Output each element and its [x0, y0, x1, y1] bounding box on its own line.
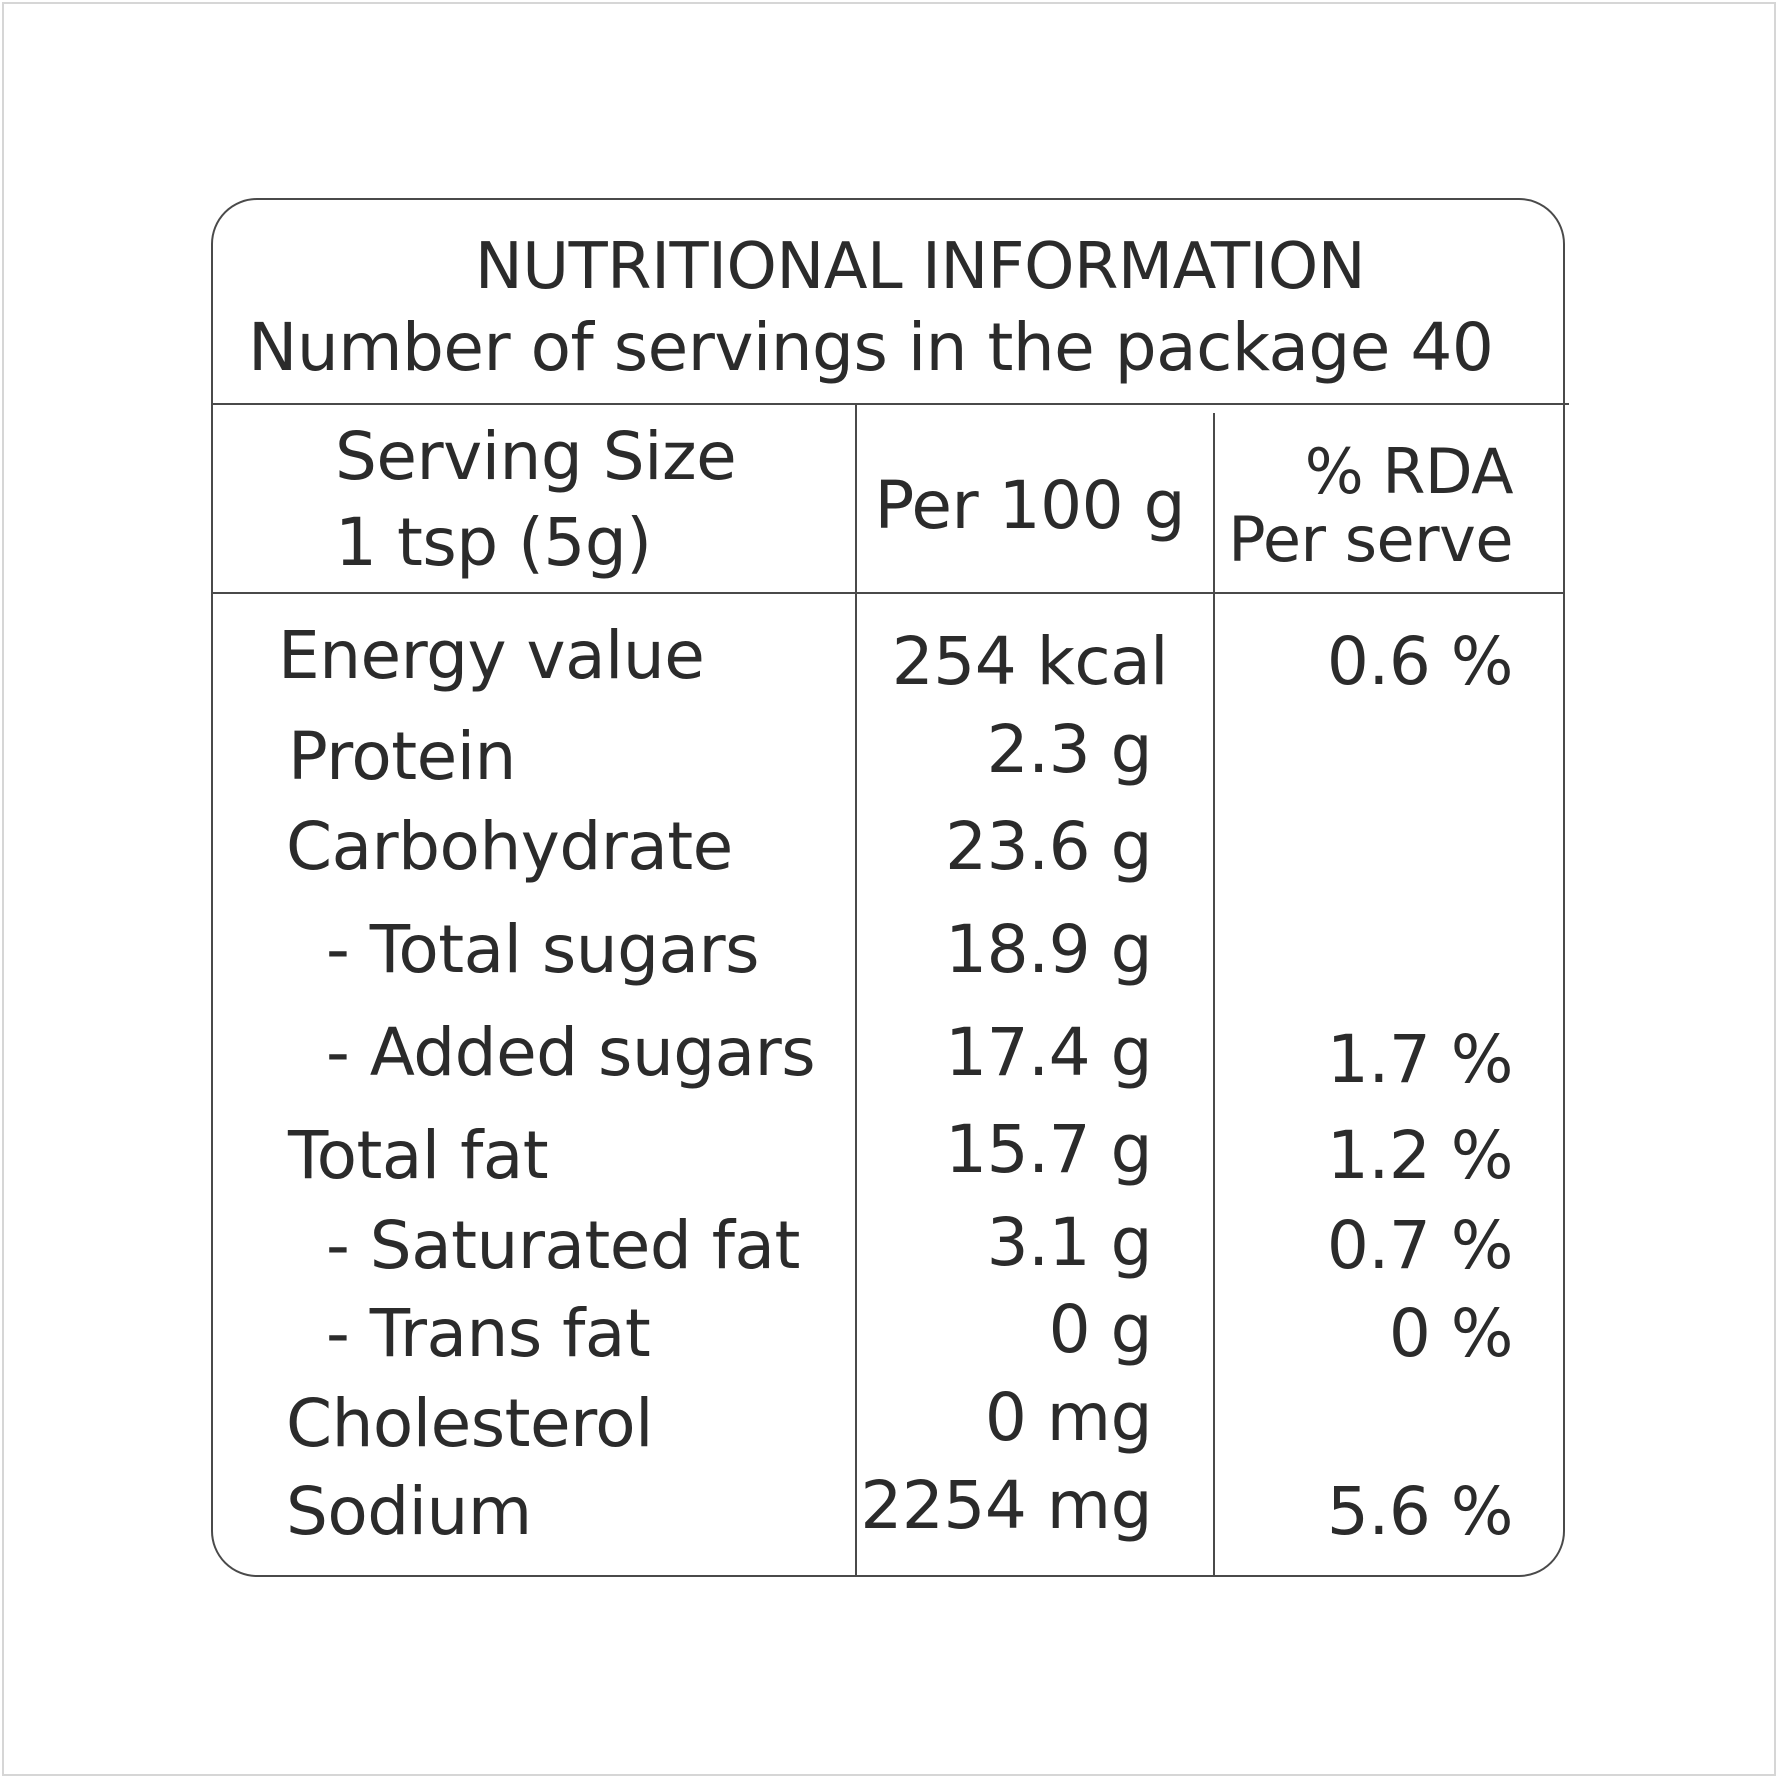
nutrient-per100: 254 kcal: [891, 623, 1169, 700]
nutrient-rda: 1.2 %: [1326, 1117, 1514, 1194]
nutrient-per100: 23.6 g: [945, 808, 1152, 885]
nutrient-name: Protein: [288, 718, 516, 795]
serving-size-label: Serving Size: [335, 418, 737, 495]
nutrient-name: Energy value: [278, 617, 705, 694]
nutrient-per100: 0 g: [1048, 1291, 1153, 1368]
nutrient-per100: 18.9 g: [945, 911, 1152, 988]
nutrient-per100: 2.3 g: [986, 711, 1153, 788]
nutrient-name: - Saturated fat: [326, 1207, 800, 1284]
nutrient-per100: 17.4 g: [945, 1014, 1152, 1091]
title-divider: [213, 403, 1569, 405]
serving-size-value: 1 tsp (5g): [335, 504, 652, 581]
nutrient-rda: 0.7 %: [1326, 1207, 1514, 1284]
nutrient-rda: 1.7 %: [1326, 1021, 1514, 1098]
nutrient-rda: 5.6 %: [1326, 1473, 1514, 1550]
nutrient-name: Cholesterol: [286, 1385, 654, 1462]
header-divider: [213, 592, 1563, 594]
per-100g-header: Per 100 g: [874, 467, 1185, 544]
nutrient-per100: 0 mg: [984, 1379, 1153, 1456]
nutrient-name: - Total sugars: [326, 911, 760, 988]
nutrient-name: Total fat: [288, 1117, 549, 1194]
nutrient-rda: 0 %: [1388, 1295, 1514, 1372]
nutrient-rda: 0.6 %: [1326, 623, 1514, 700]
nutrient-name: - Trans fat: [326, 1295, 651, 1372]
column-divider-1: [855, 405, 857, 1577]
nutrient-name: - Added sugars: [326, 1014, 816, 1091]
rda-header-line1: % RDA: [1304, 435, 1514, 508]
nutrient-name: Sodium: [286, 1473, 532, 1550]
page-title: NUTRITIONAL INFORMATION: [474, 230, 1366, 304]
rda-header-line2: Per serve: [1228, 503, 1513, 576]
nutrient-per100: 15.7 g: [945, 1111, 1152, 1188]
nutrient-per100: 3.1 g: [986, 1204, 1153, 1281]
servings-per-package: Number of servings in the package 40: [248, 309, 1494, 386]
nutrient-name: Carbohydrate: [286, 808, 733, 885]
column-divider-2: [1213, 413, 1215, 1577]
nutrition-label-panel: [211, 198, 1565, 1577]
nutrient-per100: 2254 mg: [860, 1467, 1152, 1544]
